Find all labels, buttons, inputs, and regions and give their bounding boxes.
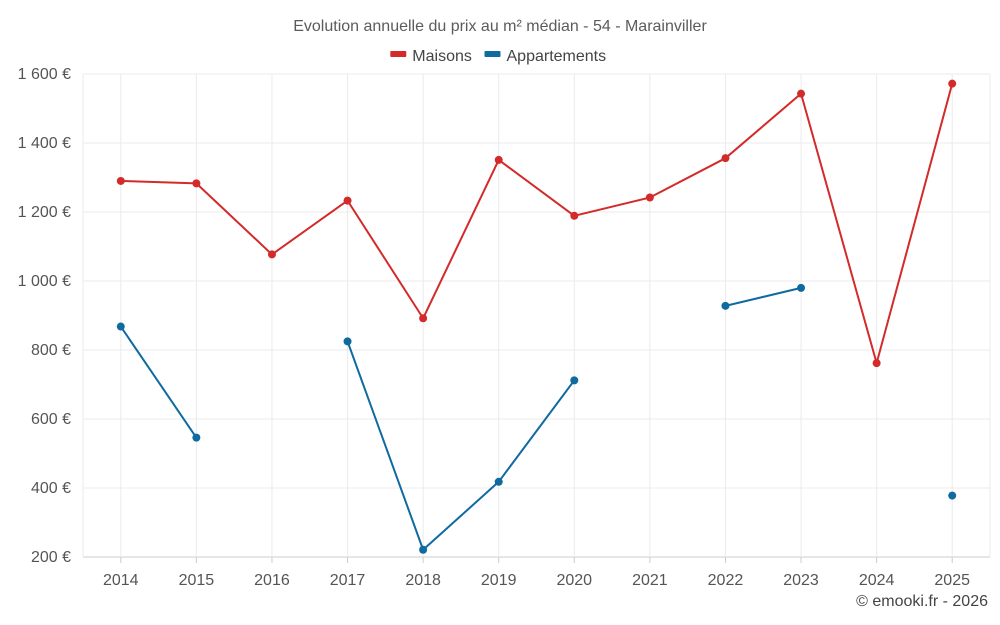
y-tick-label: 1 400 €: [18, 135, 71, 152]
y-tick-label: 1 600 €: [18, 66, 71, 83]
y-axis: 200 € 400 € 600 € 800 € 1 000 € 1 200 € 1 400 …: [18, 66, 71, 566]
x-tick-label: 2016: [254, 572, 290, 589]
data-point-maisons[interactable]: [494, 155, 503, 164]
data-point-maisons[interactable]: [721, 154, 730, 163]
chart-title: Evolution annuelle du prix au m² médian …: [293, 18, 707, 35]
y-tick-label: 800 €: [31, 342, 71, 359]
legend-label-maisons: Maisons: [412, 48, 472, 65]
legend-swatch-maisons: [390, 51, 407, 57]
data-point-appartements[interactable]: [570, 376, 579, 385]
series-layer: [116, 79, 957, 554]
data-point-maisons[interactable]: [116, 176, 125, 185]
legend-item-maisons[interactable]: Maisons: [390, 48, 472, 65]
x-tick-label: 2023: [783, 572, 819, 589]
data-point-appartements[interactable]: [721, 301, 730, 310]
y-tick-label: 600 €: [31, 411, 71, 428]
series-line-maisons: [120, 83, 954, 365]
data-point-appartements[interactable]: [797, 283, 806, 292]
x-tick-label: 2019: [481, 572, 517, 589]
x-tick-label: 2022: [708, 572, 744, 589]
x-tick-label: 2014: [103, 572, 139, 589]
data-point-appartements[interactable]: [343, 337, 352, 346]
data-point-maisons[interactable]: [797, 89, 806, 98]
data-point-maisons[interactable]: [343, 196, 352, 205]
data-point-appartements[interactable]: [419, 545, 428, 554]
x-tick-label: 2017: [330, 572, 366, 589]
x-tick-label: 2025: [934, 572, 970, 589]
y-tick-label: 1 000 €: [18, 273, 71, 290]
legend-item-appartements[interactable]: Appartements: [484, 48, 607, 65]
x-tick-label: 2015: [179, 572, 215, 589]
legend[interactable]: Maisons Appartements: [390, 48, 606, 65]
x-tick-label: 2020: [556, 572, 592, 589]
grid: [82, 73, 991, 558]
data-point-maisons[interactable]: [570, 211, 579, 220]
y-tick-label: 1 200 €: [18, 204, 71, 221]
data-point-maisons[interactable]: [948, 79, 957, 88]
data-point-appartements[interactable]: [494, 477, 503, 486]
x-axis: 2014 2015 2016 2017 2018 2019 2020 2021 2022 2023…: [103, 557, 970, 589]
series-line-appartements: [725, 286, 802, 307]
copyright-credit[interactable]: © emooki.fr - 2026: [856, 593, 988, 610]
y-tick-label: 400 €: [31, 480, 71, 497]
data-point-appartements[interactable]: [948, 491, 957, 500]
series-line-appartements: [119, 325, 198, 439]
data-point-maisons[interactable]: [645, 193, 654, 202]
x-tick-label: 2024: [859, 572, 895, 589]
legend-label-appartements: Appartements: [507, 48, 607, 65]
x-tick-label: 2021: [632, 572, 668, 589]
series-appartements: [116, 283, 957, 554]
data-point-appartements[interactable]: [116, 322, 125, 331]
series-line-appartements: [346, 341, 576, 551]
data-point-maisons[interactable]: [419, 314, 428, 323]
data-point-appartements[interactable]: [192, 433, 201, 442]
series-maisons: [116, 79, 957, 368]
y-tick-label: 200 €: [31, 549, 71, 566]
data-point-maisons[interactable]: [267, 250, 276, 259]
data-point-maisons[interactable]: [872, 359, 881, 368]
legend-swatch-appartements: [484, 51, 501, 57]
x-tick-label: 2018: [405, 572, 441, 589]
data-point-maisons[interactable]: [192, 179, 201, 188]
